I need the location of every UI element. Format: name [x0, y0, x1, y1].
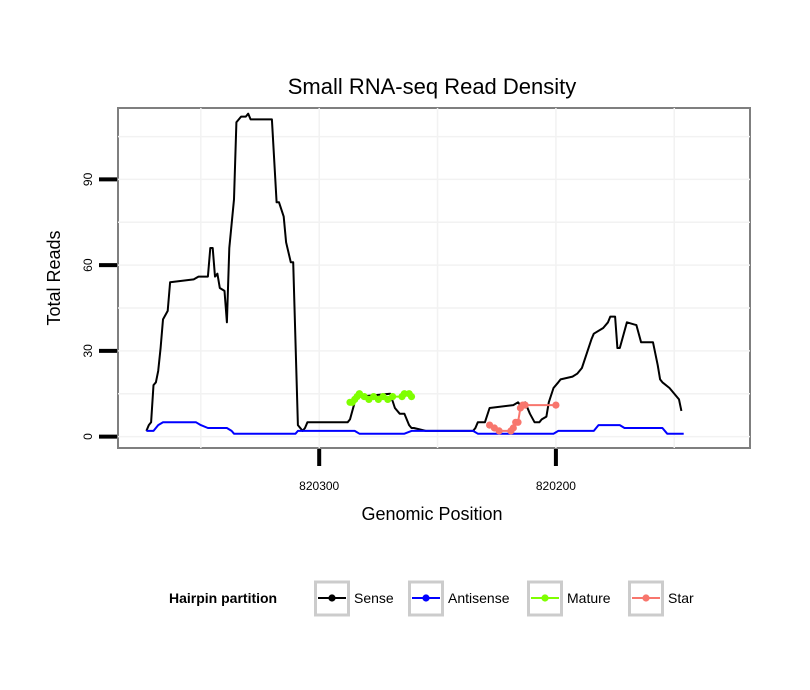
- y-tick-label: 60: [81, 258, 95, 272]
- x-tick-label: 820300: [299, 479, 339, 493]
- data-point-star: [509, 424, 517, 432]
- legend-key-point: [642, 594, 650, 602]
- x-tick-label: 820200: [536, 479, 576, 493]
- data-point-mature: [407, 393, 416, 401]
- legend-key-point: [422, 594, 430, 602]
- plot-background: [117, 107, 751, 449]
- y-tick-label: 30: [81, 344, 95, 358]
- legend-label: Star: [668, 590, 694, 606]
- x-axis-title: Genomic Position: [361, 504, 502, 524]
- data-point-star: [521, 401, 529, 409]
- data-point-star: [514, 418, 522, 426]
- y-tick-label: 0: [81, 433, 95, 440]
- series-antisense: [146, 421, 684, 435]
- legend-key-point: [541, 594, 549, 602]
- axes: 0 30 60 90 820300 820200: [81, 172, 576, 493]
- series-line-antisense: [146, 421, 684, 435]
- legend-item-mature: Mature: [527, 580, 611, 617]
- data-point-star: [495, 427, 503, 435]
- legend-label: Sense: [354, 590, 394, 606]
- legend: Hairpin partition Sense Antisense Mature St…: [169, 580, 694, 617]
- chart-title: Small RNA-seq Read Density: [288, 74, 577, 99]
- series-sense: [145, 112, 683, 432]
- legend-label: Antisense: [448, 590, 510, 606]
- legend-title: Hairpin partition: [169, 590, 277, 606]
- series-layer: [145, 112, 684, 435]
- y-tick-label: 90: [81, 172, 95, 186]
- legend-item-sense: Sense: [314, 580, 394, 617]
- series-star: [486, 401, 560, 435]
- legend-item-star: Star: [628, 580, 694, 617]
- y-axis-title: Total Reads: [44, 230, 64, 325]
- legend-label: Mature: [567, 590, 611, 606]
- series-line-sense: [145, 112, 683, 432]
- legend-key-point: [328, 594, 336, 602]
- legend-items: Sense Antisense Mature Star: [314, 580, 694, 617]
- plot-panel: [117, 107, 751, 449]
- legend-item-antisense: Antisense: [408, 580, 510, 617]
- data-point-star: [552, 401, 560, 409]
- grid-lines: [118, 108, 750, 448]
- series-mature: [346, 390, 416, 406]
- data-point-mature: [389, 393, 397, 401]
